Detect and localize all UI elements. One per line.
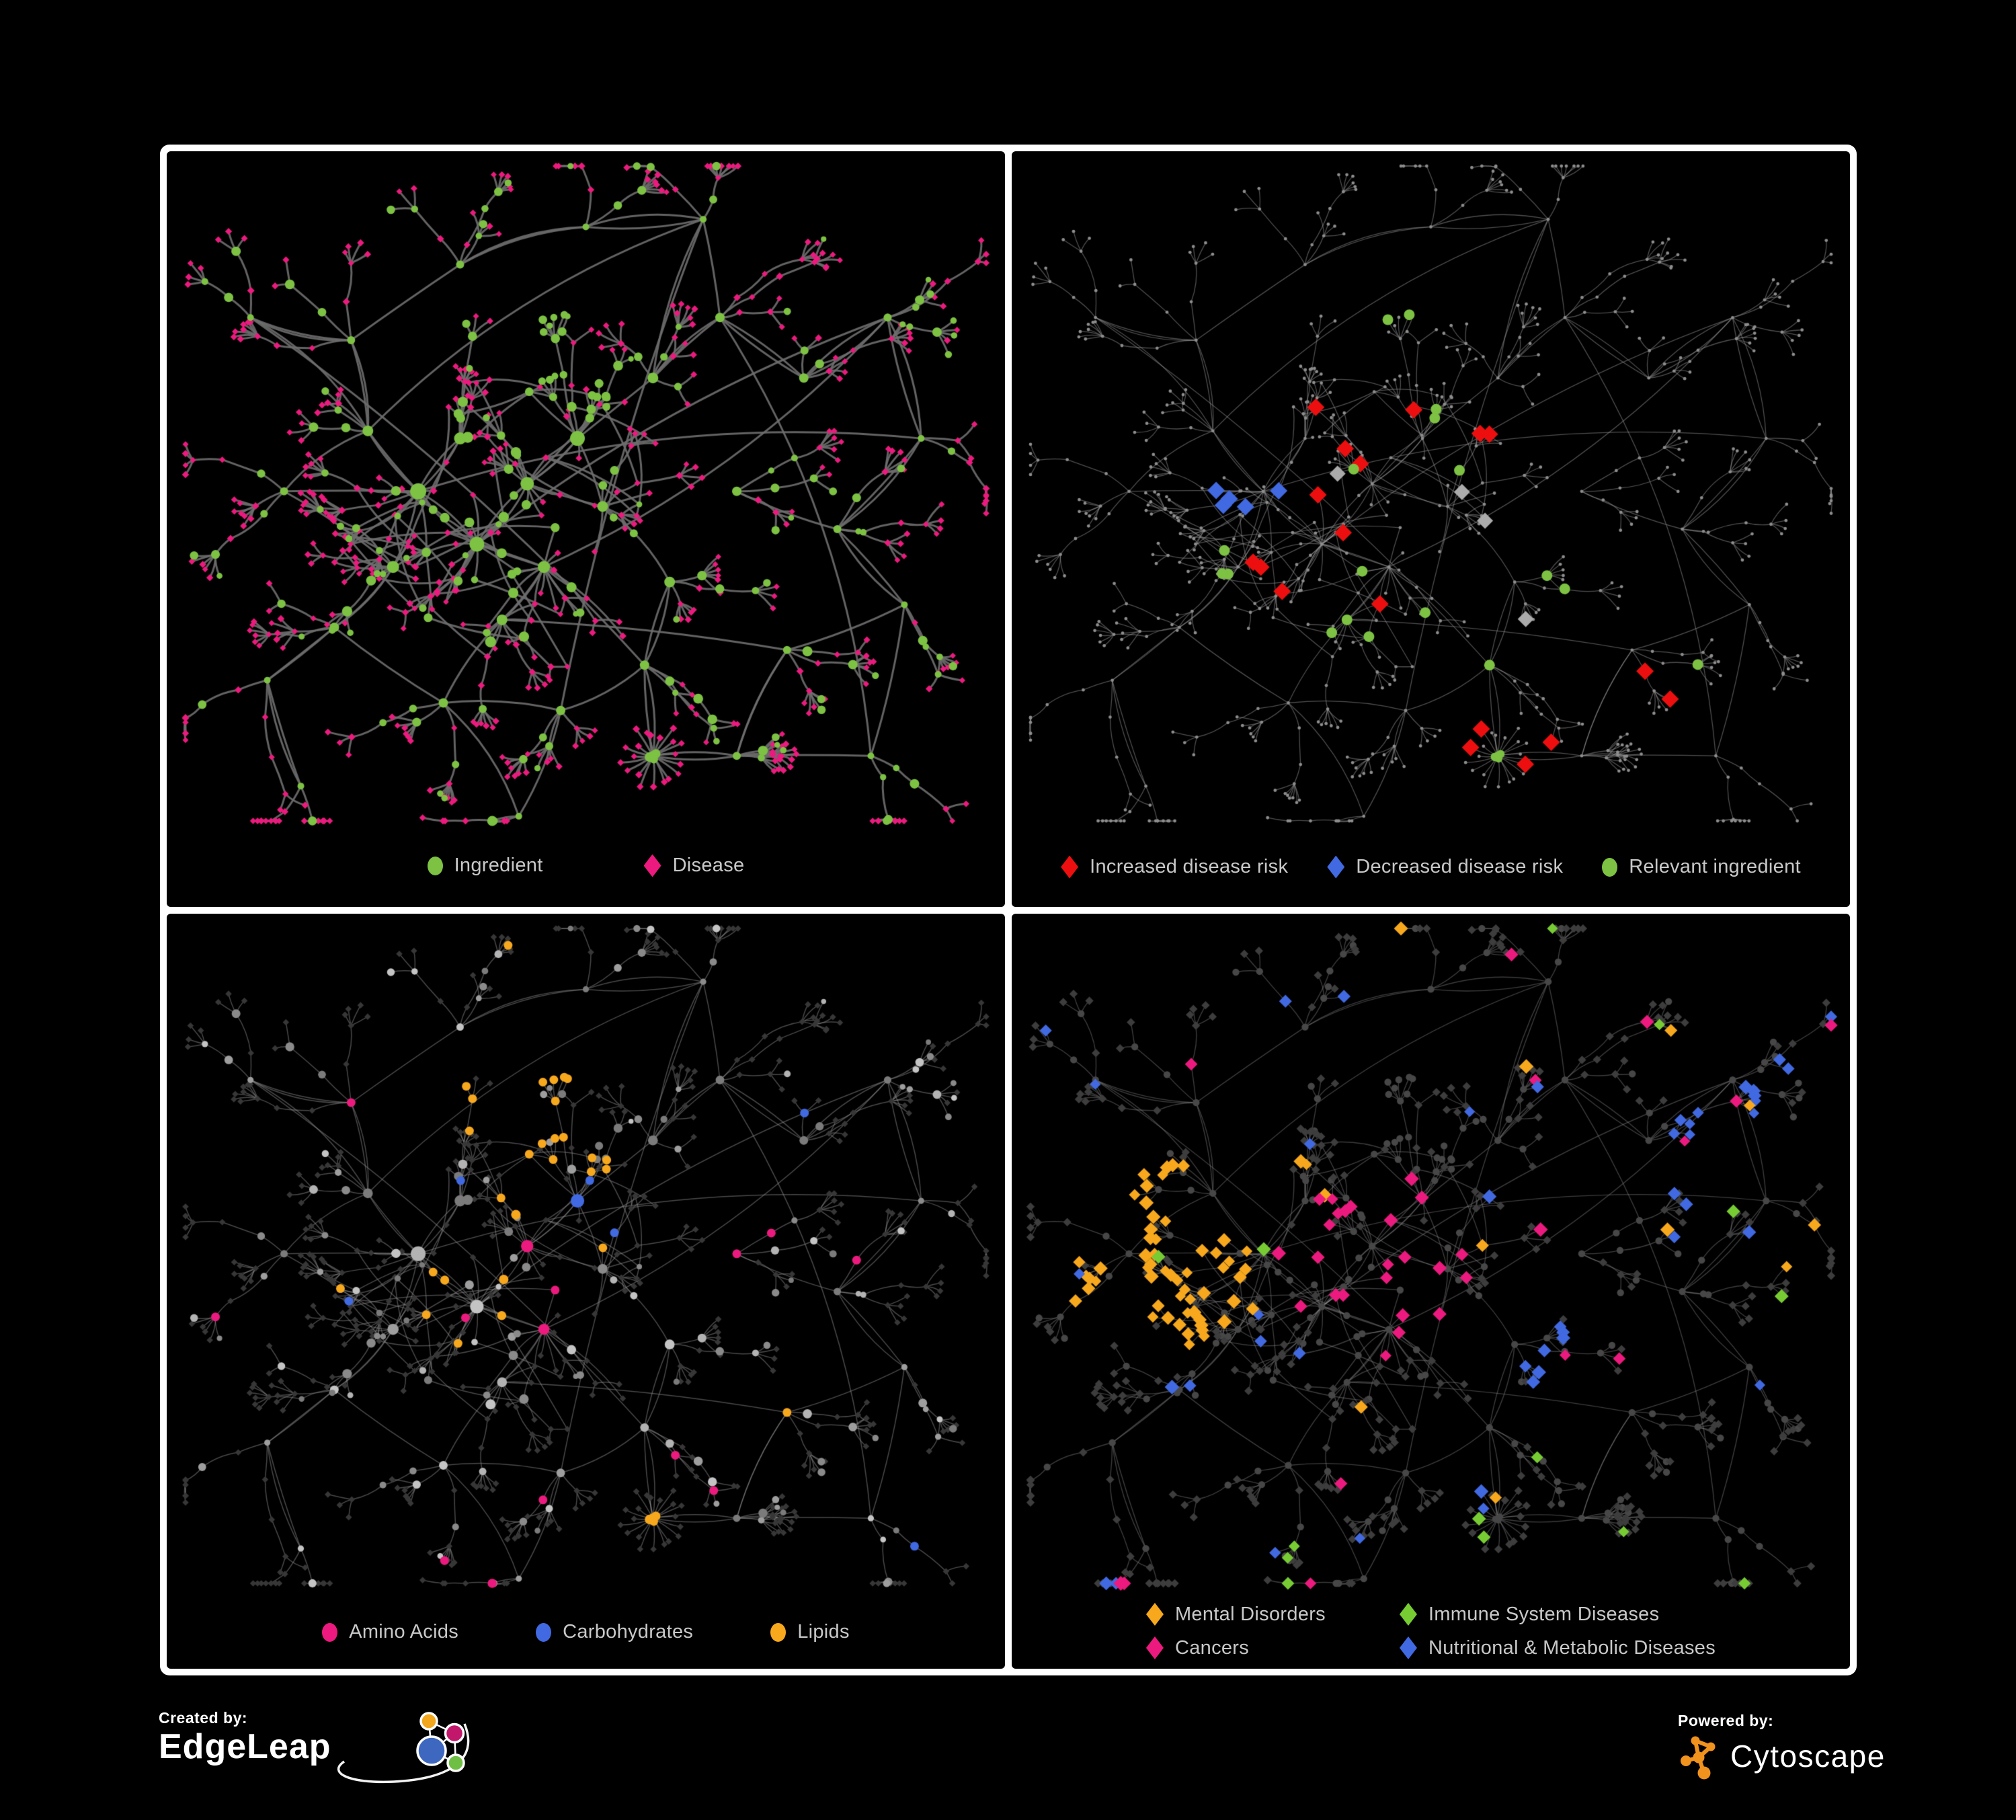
edgeleap-wordmark: EdgeLeap	[159, 1727, 331, 1766]
legend-disease-category: Mental Disorders Immune System Diseases Ca…	[1012, 1603, 1850, 1659]
legend-label: Lipids	[797, 1621, 850, 1643]
legend-item: Increased disease risk	[1061, 855, 1289, 879]
legend-label: Ingredient	[454, 855, 543, 876]
network-canvas-disease-risk	[1012, 151, 1850, 907]
network-canvas-disease-category	[1012, 913, 1850, 1669]
legend-item: Disease	[643, 854, 745, 877]
circle-swatch	[427, 856, 443, 875]
legend-item: Relevant ingredient	[1602, 856, 1801, 878]
circle-swatch	[322, 1622, 338, 1642]
diamond-swatch	[1327, 855, 1345, 879]
diamond-swatch	[1061, 855, 1079, 879]
cytoscape-logo-icon	[1681, 1736, 1716, 1780]
legend-label: Nutritional & Metabolic Diseases	[1428, 1636, 1716, 1659]
diamond-swatch	[1145, 1636, 1164, 1659]
network-canvas-molecule-class	[167, 913, 1005, 1669]
powered-by-label: Powered by:	[1678, 1712, 1774, 1729]
diamond-swatch	[1145, 1603, 1164, 1626]
legend-label: Increased disease risk	[1090, 856, 1289, 877]
circle-swatch	[536, 1622, 552, 1642]
edgeleap-credit: Created by: EdgeLeap	[159, 1709, 481, 1817]
legend-label: Relevant ingredient	[1629, 856, 1801, 877]
legend-label: Mental Disorders	[1174, 1603, 1326, 1625]
legend-disease-risk: Increased disease risk Decreased disease …	[1012, 855, 1850, 879]
diamond-swatch	[643, 854, 661, 877]
legend-item: Mental Disorders	[1145, 1603, 1326, 1626]
legend-label: Cancers	[1174, 1636, 1250, 1659]
legend-item: Ingredient	[427, 855, 543, 877]
legend-label: Amino Acids	[349, 1621, 459, 1643]
cytoscape-credit: Powered by: Cytoscape	[1678, 1712, 1987, 1813]
edgeleap-logo-icon	[337, 1712, 470, 1784]
panel-frame: Ingredient Disease Increased disease risk…	[160, 145, 1857, 1675]
legend-label: Disease	[672, 855, 745, 876]
circle-swatch	[770, 1622, 787, 1642]
legend-item: Carbohydrates	[536, 1621, 693, 1643]
panel-ingredient-disease: Ingredient Disease	[167, 151, 1005, 907]
panel-disease-category: Mental Disorders Immune System Diseases Ca…	[1012, 913, 1850, 1669]
circle-swatch	[1602, 857, 1618, 877]
legend-molecule-class: Amino Acids Carbohydrates Lipids	[167, 1621, 1005, 1643]
legend-item: Immune System Diseases	[1399, 1603, 1716, 1626]
legend-ingredient-disease: Ingredient Disease	[167, 854, 1005, 877]
legend-item: Decreased disease risk	[1327, 855, 1564, 879]
legend-item: Lipids	[770, 1621, 850, 1643]
diamond-swatch	[1399, 1636, 1417, 1659]
diamond-swatch	[1399, 1603, 1417, 1626]
panel-molecule-class: Amino Acids Carbohydrates Lipids	[167, 913, 1005, 1669]
legend-label: Decreased disease risk	[1356, 856, 1564, 877]
legend-label: Carbohydrates	[563, 1621, 694, 1643]
legend-label: Immune System Diseases	[1428, 1603, 1660, 1625]
legend-item: Cancers	[1145, 1636, 1326, 1659]
legend-item: Amino Acids	[322, 1621, 458, 1643]
panel-disease-risk: Increased disease risk Decreased disease …	[1012, 151, 1850, 907]
legend-item: Nutritional & Metabolic Diseases	[1399, 1636, 1716, 1659]
created-by-label: Created by:	[159, 1709, 248, 1727]
cytoscape-wordmark: Cytoscape	[1730, 1739, 1886, 1774]
network-canvas-ingredient-disease	[167, 151, 1005, 907]
